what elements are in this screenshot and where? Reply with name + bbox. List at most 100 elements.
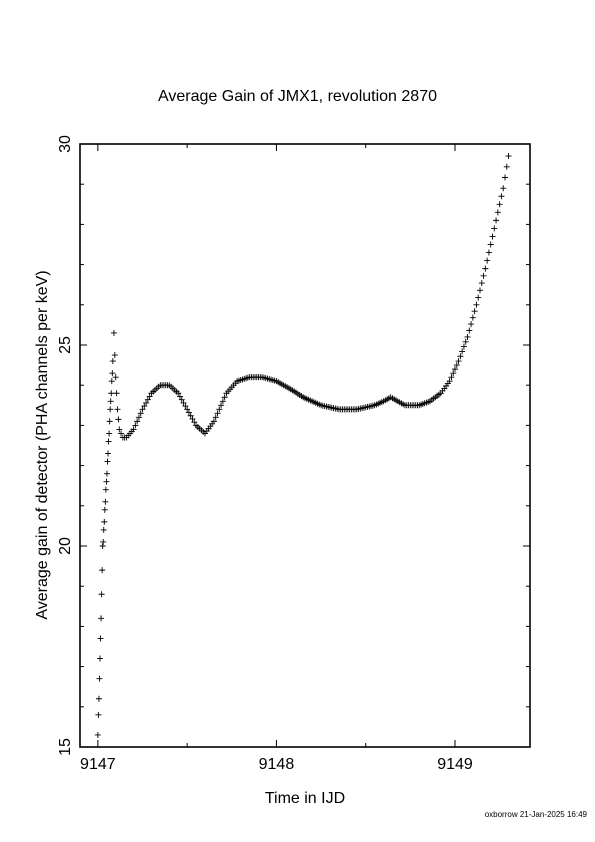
data-point xyxy=(185,409,192,416)
data-point xyxy=(480,272,487,279)
data-point xyxy=(494,209,501,216)
data-point xyxy=(475,294,482,301)
data-point xyxy=(448,374,455,381)
y-tick-label: 25 xyxy=(57,336,74,354)
data-point xyxy=(271,377,278,384)
data-point xyxy=(105,450,112,457)
data-point xyxy=(414,402,421,409)
data-point xyxy=(232,380,239,387)
data-point xyxy=(491,225,498,232)
data-point xyxy=(107,398,114,405)
data-point xyxy=(99,567,106,574)
data-point xyxy=(97,655,103,662)
data-point xyxy=(435,391,442,398)
data-point xyxy=(500,185,507,192)
data-point xyxy=(178,396,185,403)
data-point xyxy=(487,241,494,248)
data-point xyxy=(496,201,503,208)
data-point xyxy=(214,410,221,417)
data-point xyxy=(482,265,489,272)
data-point xyxy=(450,370,457,377)
x-tick-label: 9148 xyxy=(259,756,295,773)
data-point xyxy=(218,402,225,409)
data-point xyxy=(212,414,219,421)
data-point xyxy=(244,374,251,381)
data-point xyxy=(471,308,478,315)
data-point xyxy=(182,403,189,410)
data-point xyxy=(121,434,128,441)
data-point xyxy=(95,711,102,718)
data-point xyxy=(468,321,475,328)
data-point xyxy=(111,352,118,359)
data-point xyxy=(155,383,162,390)
data-point xyxy=(177,393,183,400)
data-point xyxy=(132,422,139,429)
data-point xyxy=(400,401,407,408)
data-point xyxy=(489,233,496,240)
data-point xyxy=(128,428,135,435)
data-point xyxy=(462,338,469,345)
data-point xyxy=(484,257,491,264)
data-point xyxy=(466,327,473,334)
data-point xyxy=(118,430,125,437)
data-point xyxy=(285,385,292,392)
data-point xyxy=(100,526,107,533)
data-point xyxy=(393,397,400,404)
data-point xyxy=(505,153,512,160)
data-point xyxy=(452,366,458,373)
data-point xyxy=(460,343,467,350)
data-point xyxy=(96,675,103,682)
data-point xyxy=(478,280,485,287)
data-point xyxy=(298,393,305,400)
chart-title: Average Gain of JMX1, revolution 2870 xyxy=(158,88,437,105)
data-point xyxy=(187,412,194,419)
data-point xyxy=(105,438,112,445)
data-point xyxy=(139,406,146,413)
data-point xyxy=(107,406,114,413)
data-point xyxy=(103,478,110,485)
data-point xyxy=(378,399,385,406)
data-point xyxy=(113,390,120,397)
data-point xyxy=(98,591,105,598)
data-point xyxy=(209,420,216,427)
data-point xyxy=(173,388,180,395)
data-point xyxy=(114,406,121,413)
data-point xyxy=(144,396,151,403)
data-point xyxy=(503,163,510,170)
data-point xyxy=(444,380,451,387)
data-point xyxy=(502,174,508,181)
data-point xyxy=(146,393,153,400)
data-point xyxy=(109,358,116,365)
data-point xyxy=(100,538,107,545)
data-point xyxy=(180,399,187,406)
data-point xyxy=(219,398,226,405)
y-tick-label: 30 xyxy=(57,135,74,153)
data-point xyxy=(110,329,117,336)
data-point xyxy=(425,398,432,405)
data-point xyxy=(109,370,116,377)
data-point xyxy=(115,416,122,423)
data-point xyxy=(106,430,113,437)
data-point xyxy=(104,458,111,465)
data-point xyxy=(143,399,150,406)
data-point xyxy=(485,249,492,256)
data-point xyxy=(102,486,109,493)
data-point xyxy=(316,401,323,408)
data-point xyxy=(164,382,171,389)
footer-stamp: oxborrow 21-Jan-2025 16:49 xyxy=(484,810,587,819)
data-point xyxy=(453,362,460,369)
x-tick-label: 9149 xyxy=(437,756,473,773)
data-point xyxy=(477,287,483,294)
data-point xyxy=(101,506,108,513)
y-tick-label: 15 xyxy=(57,738,74,756)
data-point xyxy=(498,193,505,200)
data-point xyxy=(257,374,264,381)
data-point xyxy=(216,406,223,413)
data-point xyxy=(95,695,102,702)
plot-frame xyxy=(79,143,531,748)
data-point xyxy=(221,394,228,401)
data-point xyxy=(137,410,144,417)
data-point xyxy=(112,374,119,381)
data-point xyxy=(200,428,207,435)
